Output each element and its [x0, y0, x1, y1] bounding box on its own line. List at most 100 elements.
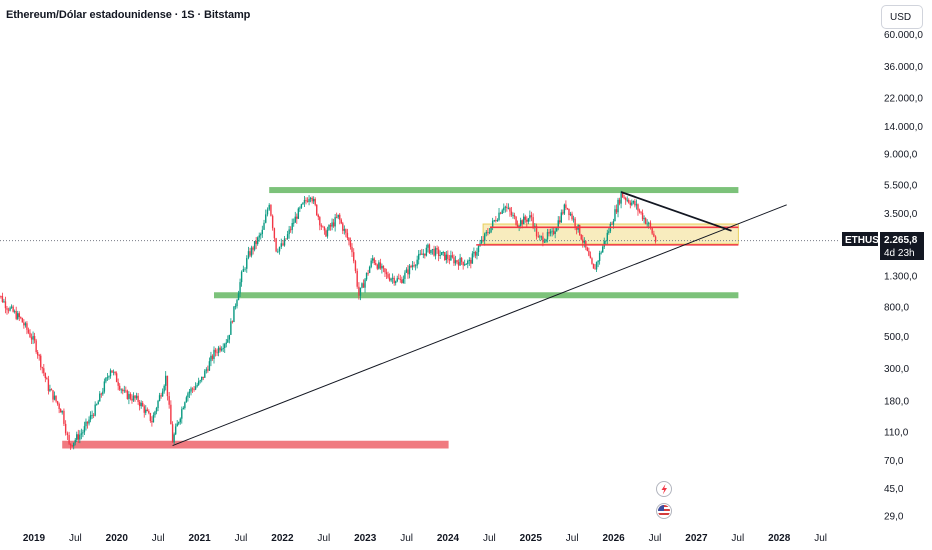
candle: [629, 200, 631, 209]
candle: [47, 375, 50, 395]
candle: [653, 230, 655, 238]
candle: [111, 370, 113, 373]
candle: [92, 413, 95, 419]
candle: [157, 399, 159, 412]
line-descending[interactable]: [620, 191, 732, 232]
candle: [71, 444, 73, 448]
candle: [414, 264, 417, 271]
candle: [408, 263, 411, 279]
candle: [345, 228, 347, 238]
candle: [540, 235, 543, 241]
x-tick-label: Jul: [152, 533, 165, 544]
candle: [283, 235, 286, 247]
candle: [379, 258, 382, 270]
candle: [620, 190, 622, 209]
candle: [641, 209, 644, 222]
candle: [49, 384, 51, 393]
candle: [483, 232, 486, 246]
zone-support[interactable]: [62, 440, 449, 449]
candle: [10, 304, 13, 309]
lightning-icon[interactable]: [656, 481, 672, 497]
candle: [572, 215, 575, 223]
candle: [247, 246, 250, 260]
candle: [199, 379, 201, 384]
candle: [271, 214, 274, 231]
candle: [52, 390, 54, 403]
candle: [480, 236, 483, 245]
candle: [266, 207, 269, 217]
candle: [346, 228, 349, 241]
candle: [255, 236, 257, 250]
x-tick-label: 2019: [23, 533, 46, 544]
candle: [246, 255, 248, 273]
candle: [465, 262, 467, 265]
candle: [382, 265, 385, 273]
currency-button[interactable]: USD: [881, 5, 923, 29]
x-tick-label: Jul: [235, 533, 248, 544]
zone-range-high[interactable]: [269, 187, 739, 194]
candle: [140, 400, 142, 409]
candle: [305, 197, 307, 205]
candle: [498, 207, 500, 222]
candle: [591, 257, 593, 265]
x-tick-label: Jul: [731, 533, 744, 544]
x-tick-label: Jul: [649, 533, 662, 544]
candle: [163, 384, 165, 394]
candle: [611, 221, 613, 225]
candle: [66, 431, 69, 440]
candle: [308, 195, 310, 206]
candle: [368, 265, 371, 274]
candle: [311, 196, 313, 204]
candle: [21, 317, 24, 323]
candle: [178, 421, 180, 426]
candle: [300, 203, 303, 209]
candle: [32, 331, 34, 345]
candle: [552, 227, 555, 236]
candle: [342, 221, 344, 235]
candle: [204, 369, 206, 378]
candle: [631, 199, 633, 207]
us-flag-icon[interactable]: [656, 503, 672, 519]
candle: [294, 211, 296, 223]
y-tick-label: 5.500,0: [884, 181, 918, 192]
candle: [161, 388, 164, 397]
candle: [194, 382, 197, 391]
candle: [322, 225, 324, 228]
candle: [3, 298, 5, 303]
candle: [634, 198, 636, 208]
candle: [219, 345, 221, 353]
candle: [471, 251, 474, 264]
candle: [273, 227, 276, 242]
candle: [600, 250, 602, 255]
candle: [537, 231, 539, 238]
candle: [224, 342, 226, 353]
candle: [231, 320, 234, 324]
symbol-badge: ETHUSD: [845, 235, 886, 246]
candle: [643, 215, 645, 224]
candle: [108, 375, 110, 380]
candle: [579, 224, 581, 236]
candle: [171, 421, 174, 443]
candle: [176, 420, 178, 427]
candle: [388, 273, 391, 282]
candle: [4, 296, 7, 314]
candle: [252, 245, 254, 255]
candle: [120, 388, 122, 394]
candle: [618, 197, 621, 206]
candle: [59, 408, 62, 413]
candle: [134, 395, 136, 402]
zone-range-low[interactable]: [214, 292, 739, 299]
candle: [598, 250, 601, 265]
candle: [530, 211, 533, 222]
candle: [73, 442, 75, 450]
line-trendline[interactable]: [172, 204, 787, 447]
candle: [23, 319, 25, 329]
y-tick-label: 3.500,0: [884, 209, 918, 220]
candle: [468, 257, 470, 266]
candle: [158, 392, 161, 402]
candle: [230, 318, 232, 335]
y-tick-label: 110,0: [884, 427, 909, 438]
candle: [539, 234, 541, 241]
candle: [571, 211, 573, 221]
